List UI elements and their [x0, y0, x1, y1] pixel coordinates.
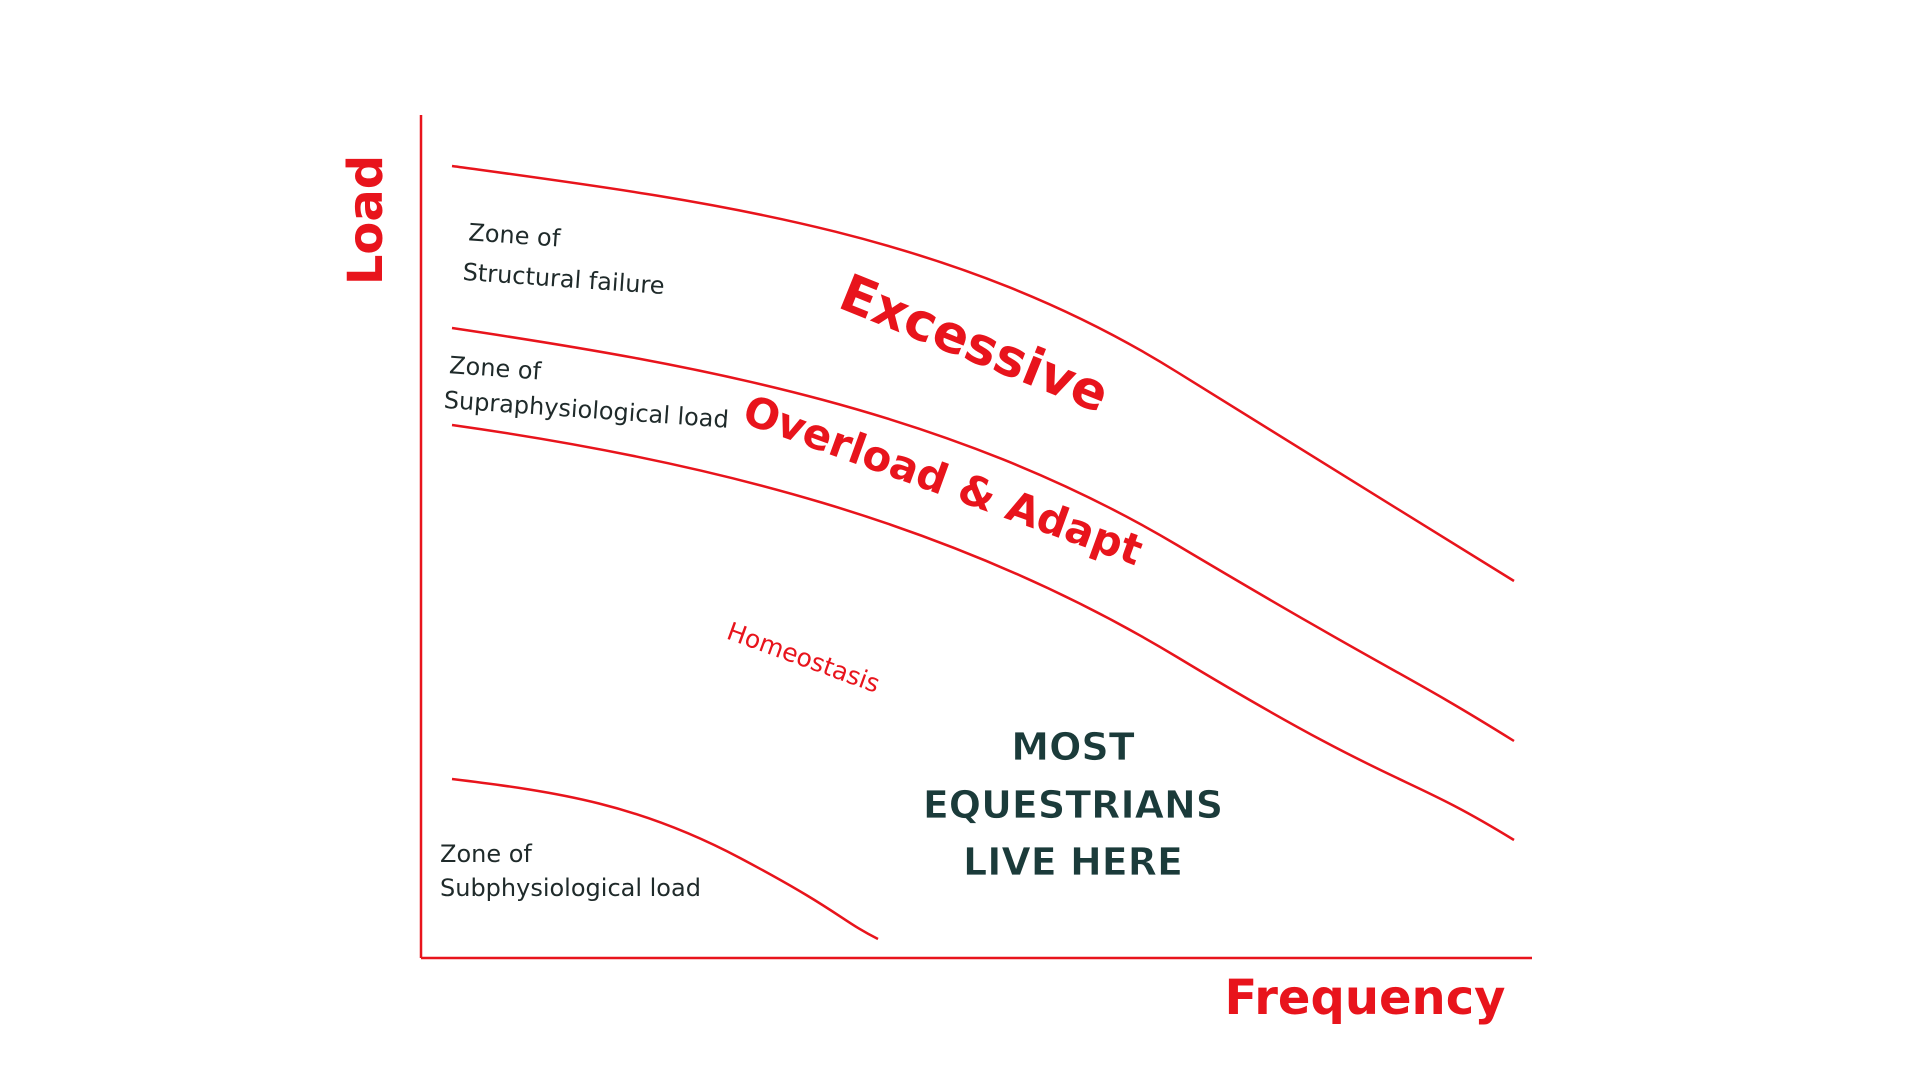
curve-sub: [451, 777, 879, 941]
curve-supra: [451, 326, 1515, 743]
callout-line: MOST: [1011, 725, 1134, 769]
zone-label: Subphysiological load: [440, 874, 701, 902]
zone-label: Supraphysiological load: [443, 386, 730, 434]
zone-label: Zone of: [468, 218, 562, 252]
y-axis-label: Load: [338, 155, 394, 285]
zone-label: Zone of: [448, 351, 542, 385]
callout-line: EQUESTRIANS: [923, 783, 1223, 827]
band-label: Homeostasis: [723, 617, 884, 699]
callout-line: LIVE HERE: [963, 840, 1183, 884]
x-axis-label: Frequency: [1225, 970, 1506, 1026]
curve-structural: [451, 164, 1515, 583]
curve-homeostasis: [451, 423, 1515, 842]
zone-label: Structural failure: [462, 258, 666, 300]
zone-label: Zone of: [440, 840, 532, 868]
band-label: Excessive: [831, 263, 1117, 425]
